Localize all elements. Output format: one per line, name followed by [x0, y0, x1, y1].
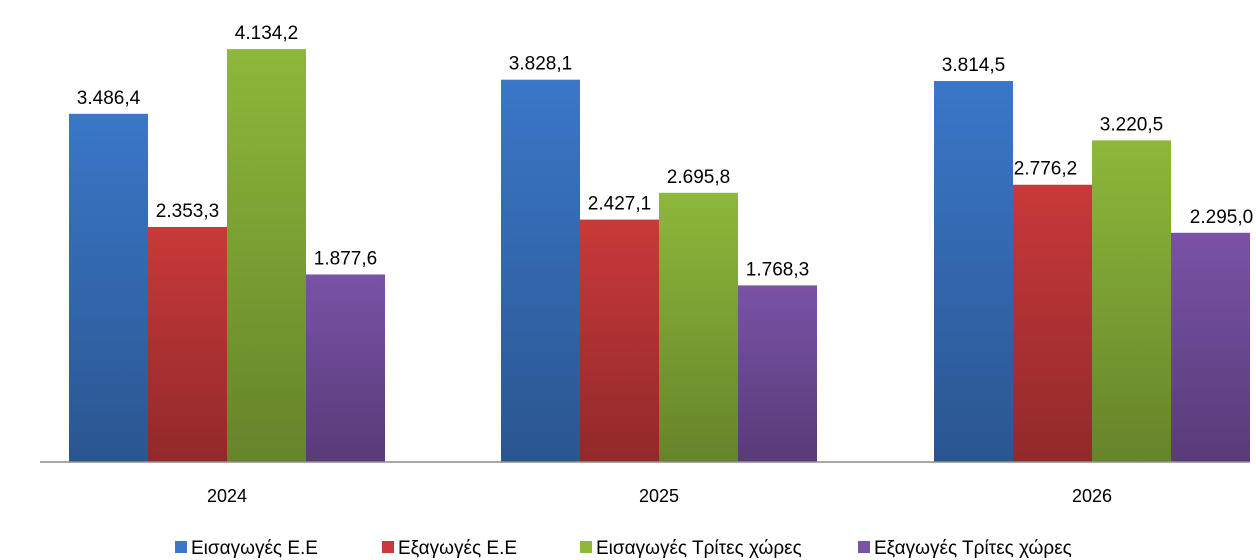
bar-2024-series-3 — [227, 49, 306, 463]
data-label-2025-series-4: 1.768,3 — [746, 259, 809, 280]
data-label-2024-series-4: 1.877,6 — [314, 248, 377, 269]
data-label-2026-series-1: 3.814,5 — [942, 55, 1005, 76]
legend-swatch-series-4 — [858, 541, 870, 553]
data-label-2025-series-2: 2.427,1 — [588, 194, 651, 215]
category-label-2025: 2025 — [639, 486, 679, 506]
category-label-2026: 2026 — [1072, 486, 1112, 506]
data-label-2024-series-2: 2.353,3 — [156, 201, 219, 222]
legend-label-series-3: Εισαγωγές Τρίτες χώρες — [596, 538, 802, 559]
legend-label-series-1: Εισαγωγές Ε.Ε — [191, 538, 318, 559]
data-label-2026-series-2: 2.776,2 — [1014, 159, 1077, 180]
bar-2025-series-2 — [580, 219, 659, 462]
data-label-2025-series-3: 2.695,8 — [667, 167, 730, 188]
bars-layer — [69, 49, 1250, 463]
category-label-2024: 2024 — [207, 486, 247, 506]
bar-2025-series-3 — [659, 192, 738, 462]
data-label-2025-series-1: 3.828,1 — [509, 54, 572, 75]
legend-swatch-series-2 — [382, 541, 394, 553]
legend-label-series-2: Εξαγωγές Ε.Ε — [398, 538, 517, 559]
data-label-2024-series-3: 4.134,2 — [235, 23, 298, 44]
bar-2024-series-4 — [306, 274, 385, 462]
legend-swatch-series-1 — [175, 541, 187, 553]
legend-swatch-series-3 — [580, 541, 592, 553]
bar-2025-series-1 — [501, 79, 580, 462]
bar-2024-series-2 — [148, 226, 227, 462]
bar-2026-series-4 — [1171, 232, 1250, 462]
bar-2026-series-3 — [1092, 140, 1171, 463]
data-labels-layer: 3.486,4 2.353,3 4.134,2 1.877,6 3.828,1 2.427… — [77, 23, 1253, 280]
bar-2025-series-4 — [738, 285, 817, 462]
category-labels-layer: 2024 2025 2026 — [207, 486, 1112, 506]
legend: Εισαγωγές Ε.Ε Εξαγωγές Ε.Ε Εισαγωγές Τρίτε… — [175, 538, 1072, 559]
data-label-2024-series-1: 3.486,4 — [77, 88, 141, 109]
bar-2026-series-1 — [934, 81, 1013, 462]
data-label-2026-series-3: 3.220,5 — [1100, 114, 1163, 135]
data-label-2026-series-4: 2.295,0 — [1190, 207, 1253, 228]
bar-2024-series-1 — [69, 113, 148, 462]
bar-2026-series-2 — [1013, 184, 1092, 462]
legend-label-series-4: Εξαγωγές Τρίτες χώρες — [874, 538, 1072, 559]
